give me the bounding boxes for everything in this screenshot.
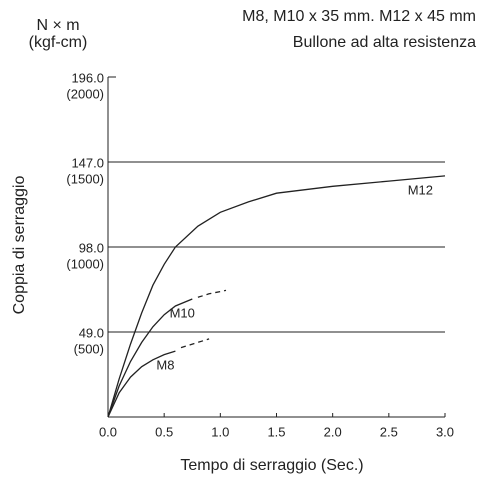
y-axis-label: Coppia di serraggio	[11, 176, 28, 315]
x-tick-label: 3.0	[436, 424, 454, 439]
chart-subtitle: Bullone ad alta resistenza	[293, 34, 476, 51]
chart-title: M8, M10 x 35 mm. M12 x 45 mm	[242, 8, 476, 25]
y-tick-label: 49.0	[79, 325, 104, 340]
x-tick-label: 2.0	[324, 424, 342, 439]
y-unit-alt: (kgf-cm)	[29, 34, 88, 51]
series-label: M10	[170, 305, 195, 320]
x-axis-label: Tempo di serraggio (Sec.)	[180, 457, 363, 474]
y-tick-label: 196.0	[71, 70, 104, 85]
y-tick-alt-label: (500)	[74, 341, 104, 356]
y-tick-alt-label: (1500)	[66, 171, 104, 186]
series-extension	[180, 338, 210, 349]
y-tick-label: 147.0	[71, 155, 104, 170]
y-tick-alt-label: (2000)	[66, 86, 104, 101]
series-label: M12	[408, 182, 433, 197]
x-tick-label: 2.5	[380, 424, 398, 439]
series-label: M8	[156, 358, 174, 373]
y-tick-label: 98.0	[79, 240, 104, 255]
series-line	[107, 175, 446, 418]
x-tick-label: 1.0	[211, 424, 229, 439]
x-tick-label: 0.0	[99, 424, 117, 439]
x-tick-label: 1.5	[267, 424, 285, 439]
y-unit: N × m	[36, 17, 79, 34]
series-extension	[197, 289, 227, 298]
y-tick-alt-label: (1000)	[66, 256, 104, 271]
series-line	[107, 298, 193, 418]
x-tick-label: 0.5	[155, 424, 173, 439]
series-line	[107, 350, 176, 418]
